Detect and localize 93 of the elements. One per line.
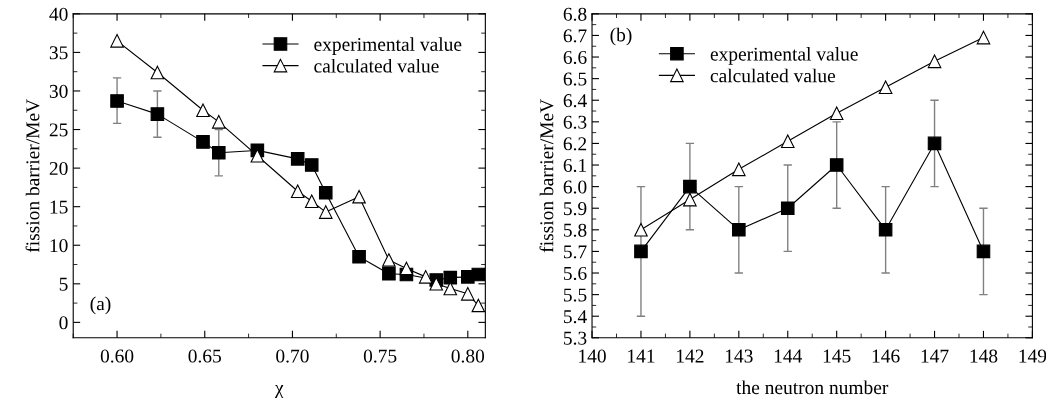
y-tick-label: 20: [49, 161, 68, 176]
point: [927, 54, 942, 69]
x-axis-title: the neutron number: [736, 380, 889, 395]
point: [150, 107, 165, 121]
x-tick-label: 0.65: [188, 349, 221, 363]
y-tick-label: 5: [59, 277, 68, 291]
y-tick-label: 6.0: [563, 180, 587, 194]
x-tick-label: 149: [1019, 349, 1046, 363]
legend-label: experimental value: [314, 37, 462, 55]
x-tick-label: 0.60: [100, 349, 134, 363]
point: [399, 261, 414, 276]
point: [382, 266, 396, 281]
point: [196, 135, 210, 149]
y-tick-label: 6.1: [563, 158, 587, 173]
point: [878, 223, 893, 237]
y-axis-title: fission barrier/MeV: [539, 99, 554, 253]
point: [780, 201, 795, 216]
point: [443, 281, 458, 296]
point: [382, 253, 396, 267]
point: [443, 270, 458, 285]
y-tick-label: 6.5: [563, 72, 587, 86]
point: [471, 298, 486, 313]
y-tick-label: 35: [49, 46, 68, 60]
point: [634, 223, 648, 237]
point: [634, 244, 648, 259]
point: [429, 277, 444, 291]
annotation: (a): [90, 296, 111, 315]
point: [352, 250, 366, 264]
legend-label: experimental value: [710, 47, 858, 65]
point: [878, 80, 893, 95]
point: [250, 148, 265, 163]
point: [110, 94, 124, 108]
point: [211, 115, 226, 129]
y-tick-label: 6.4: [563, 94, 587, 108]
point: [110, 34, 124, 48]
legend-label: calculated value: [710, 68, 836, 83]
y-tick-label: 40: [49, 7, 68, 21]
y-tick-label: 6.3: [563, 115, 587, 129]
point: [683, 192, 697, 207]
point: [976, 30, 991, 45]
y-tick-label: 6.2: [563, 137, 587, 151]
point: [471, 267, 486, 282]
x-tick-label: 144: [774, 349, 803, 363]
x-tick-label: 141: [628, 349, 655, 363]
x-tick-label: 0.75: [363, 349, 397, 363]
point: [150, 65, 165, 80]
point: [318, 185, 333, 200]
point: [829, 158, 844, 172]
point: [318, 205, 333, 219]
y-tick-label: 5.8: [564, 223, 587, 237]
y-axis-title: fission barrier/MeV: [25, 99, 40, 253]
y-tick-label: 6.6: [563, 50, 587, 65]
x-tick-label: 147: [921, 349, 949, 363]
x-tick-label: 148: [970, 349, 998, 363]
point: [290, 152, 305, 166]
y-tick-label: 5.5: [564, 288, 587, 302]
x-tick-label: 143: [725, 349, 753, 363]
y-tick-label: 10: [50, 239, 68, 253]
point: [732, 223, 746, 237]
point: [829, 106, 844, 120]
x-tick-label: 142: [677, 349, 704, 363]
x-axis-title: χ: [274, 385, 284, 399]
point: [732, 162, 746, 177]
y-tick-label: 6.8: [563, 7, 587, 21]
point: [211, 145, 226, 160]
legend-label: calculated value: [314, 58, 439, 73]
point: [304, 194, 319, 209]
y-tick-label: 0: [59, 316, 68, 330]
y-tick-label: 6.7: [563, 29, 587, 43]
y-tick-label: 5.3: [564, 331, 587, 345]
y-tick-label: 5.6: [564, 266, 587, 281]
point: [418, 270, 433, 284]
x-tick-label: 0.80: [451, 349, 485, 363]
point: [304, 158, 319, 172]
point: [780, 134, 795, 149]
y-tick-label: 15: [50, 200, 68, 214]
x-tick-label: 145: [823, 349, 851, 363]
y-tick-label: 5.7: [564, 245, 587, 259]
point: [352, 189, 366, 204]
annotation: (b): [610, 27, 632, 46]
point: [290, 184, 305, 199]
point: [927, 136, 942, 151]
point: [976, 244, 991, 259]
y-tick-label: 25: [49, 123, 68, 137]
x-tick-label: 146: [872, 349, 900, 363]
point: [196, 103, 210, 118]
y-tick-label: 5.4: [564, 310, 587, 324]
y-tick-label: 5.9: [564, 202, 587, 216]
x-tick-label: 140: [579, 349, 606, 363]
y-tick-label: 30: [49, 84, 68, 98]
point: [461, 287, 475, 301]
x-tick-label: 0.70: [276, 349, 309, 363]
point: [683, 179, 697, 194]
